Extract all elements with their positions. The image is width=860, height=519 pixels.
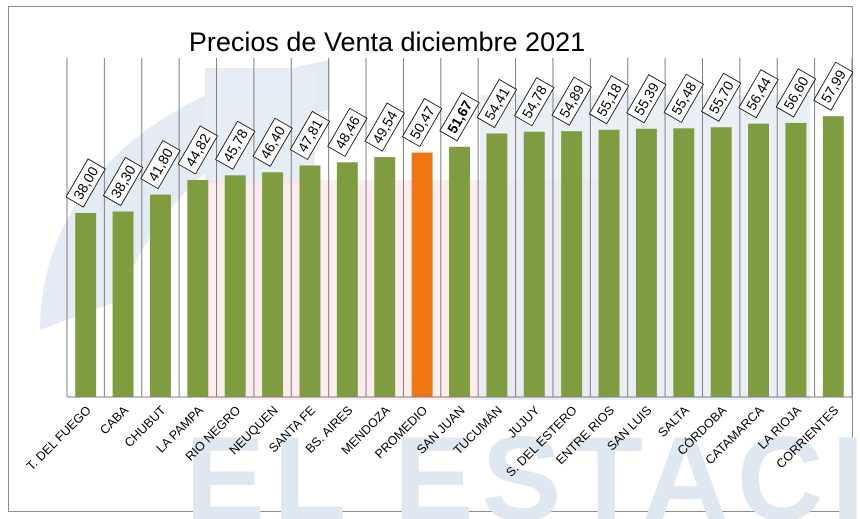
bar	[112, 211, 134, 397]
data-label: 54,78	[514, 77, 555, 127]
bar	[748, 123, 770, 398]
data-label-box	[65, 158, 106, 208]
bar	[785, 122, 807, 397]
data-label-box	[663, 73, 704, 123]
bar	[710, 127, 732, 397]
watermark-block	[205, 68, 315, 183]
bar	[523, 131, 545, 397]
data-label-box	[738, 69, 779, 119]
bar	[336, 162, 358, 397]
data-label-box	[252, 117, 293, 167]
bar	[149, 194, 171, 397]
data-label-box	[140, 139, 181, 190]
data-label-box	[514, 77, 555, 127]
data-label-box	[177, 125, 219, 175]
data-label-box	[401, 97, 443, 148]
data-label-box	[327, 107, 368, 157]
data-label-box	[439, 92, 480, 142]
bar	[673, 128, 695, 397]
bar	[75, 212, 97, 397]
value-labels: 38,00 38,30 41,80 44,82 45,78 46,40 47,81 48,46…	[65, 61, 854, 208]
data-label: 50,47	[401, 97, 443, 148]
bar-highlight	[411, 152, 433, 397]
data-label-box	[700, 72, 742, 122]
data-label-box	[775, 68, 817, 118]
data-label: 55,18	[588, 75, 630, 125]
category-label: CABA	[97, 403, 131, 437]
data-label-box	[215, 120, 256, 170]
chart-title: Precios de Venta diciembre 2021	[189, 27, 585, 57]
data-label-box	[364, 102, 405, 152]
bar	[561, 131, 583, 397]
data-label: 38,00	[65, 158, 106, 208]
data-label: 51,67	[439, 92, 480, 142]
bar	[224, 175, 246, 397]
bar	[635, 128, 657, 397]
category-label: T. DEL FUEGO	[24, 403, 94, 473]
data-label-box	[289, 110, 331, 161]
bar	[374, 157, 396, 397]
bar	[449, 146, 470, 397]
data-label-box	[626, 74, 667, 124]
data-label: 48,46	[327, 107, 368, 157]
data-label-box	[813, 61, 854, 111]
data-label: 57,99	[813, 61, 854, 111]
bar	[486, 133, 508, 398]
data-label: 49,54	[364, 102, 405, 152]
bar	[187, 179, 209, 397]
data-label-box	[476, 78, 518, 129]
bar	[262, 172, 284, 397]
bar	[598, 129, 620, 397]
bar	[822, 116, 844, 397]
data-label-box	[551, 76, 592, 126]
bar	[299, 165, 321, 397]
watermark-text: EL ESTACIONERO	[185, 412, 860, 519]
data-label: 54,41	[476, 78, 518, 129]
data-label-box	[102, 156, 144, 207]
bars	[75, 116, 844, 398]
data-label-box	[588, 75, 630, 125]
